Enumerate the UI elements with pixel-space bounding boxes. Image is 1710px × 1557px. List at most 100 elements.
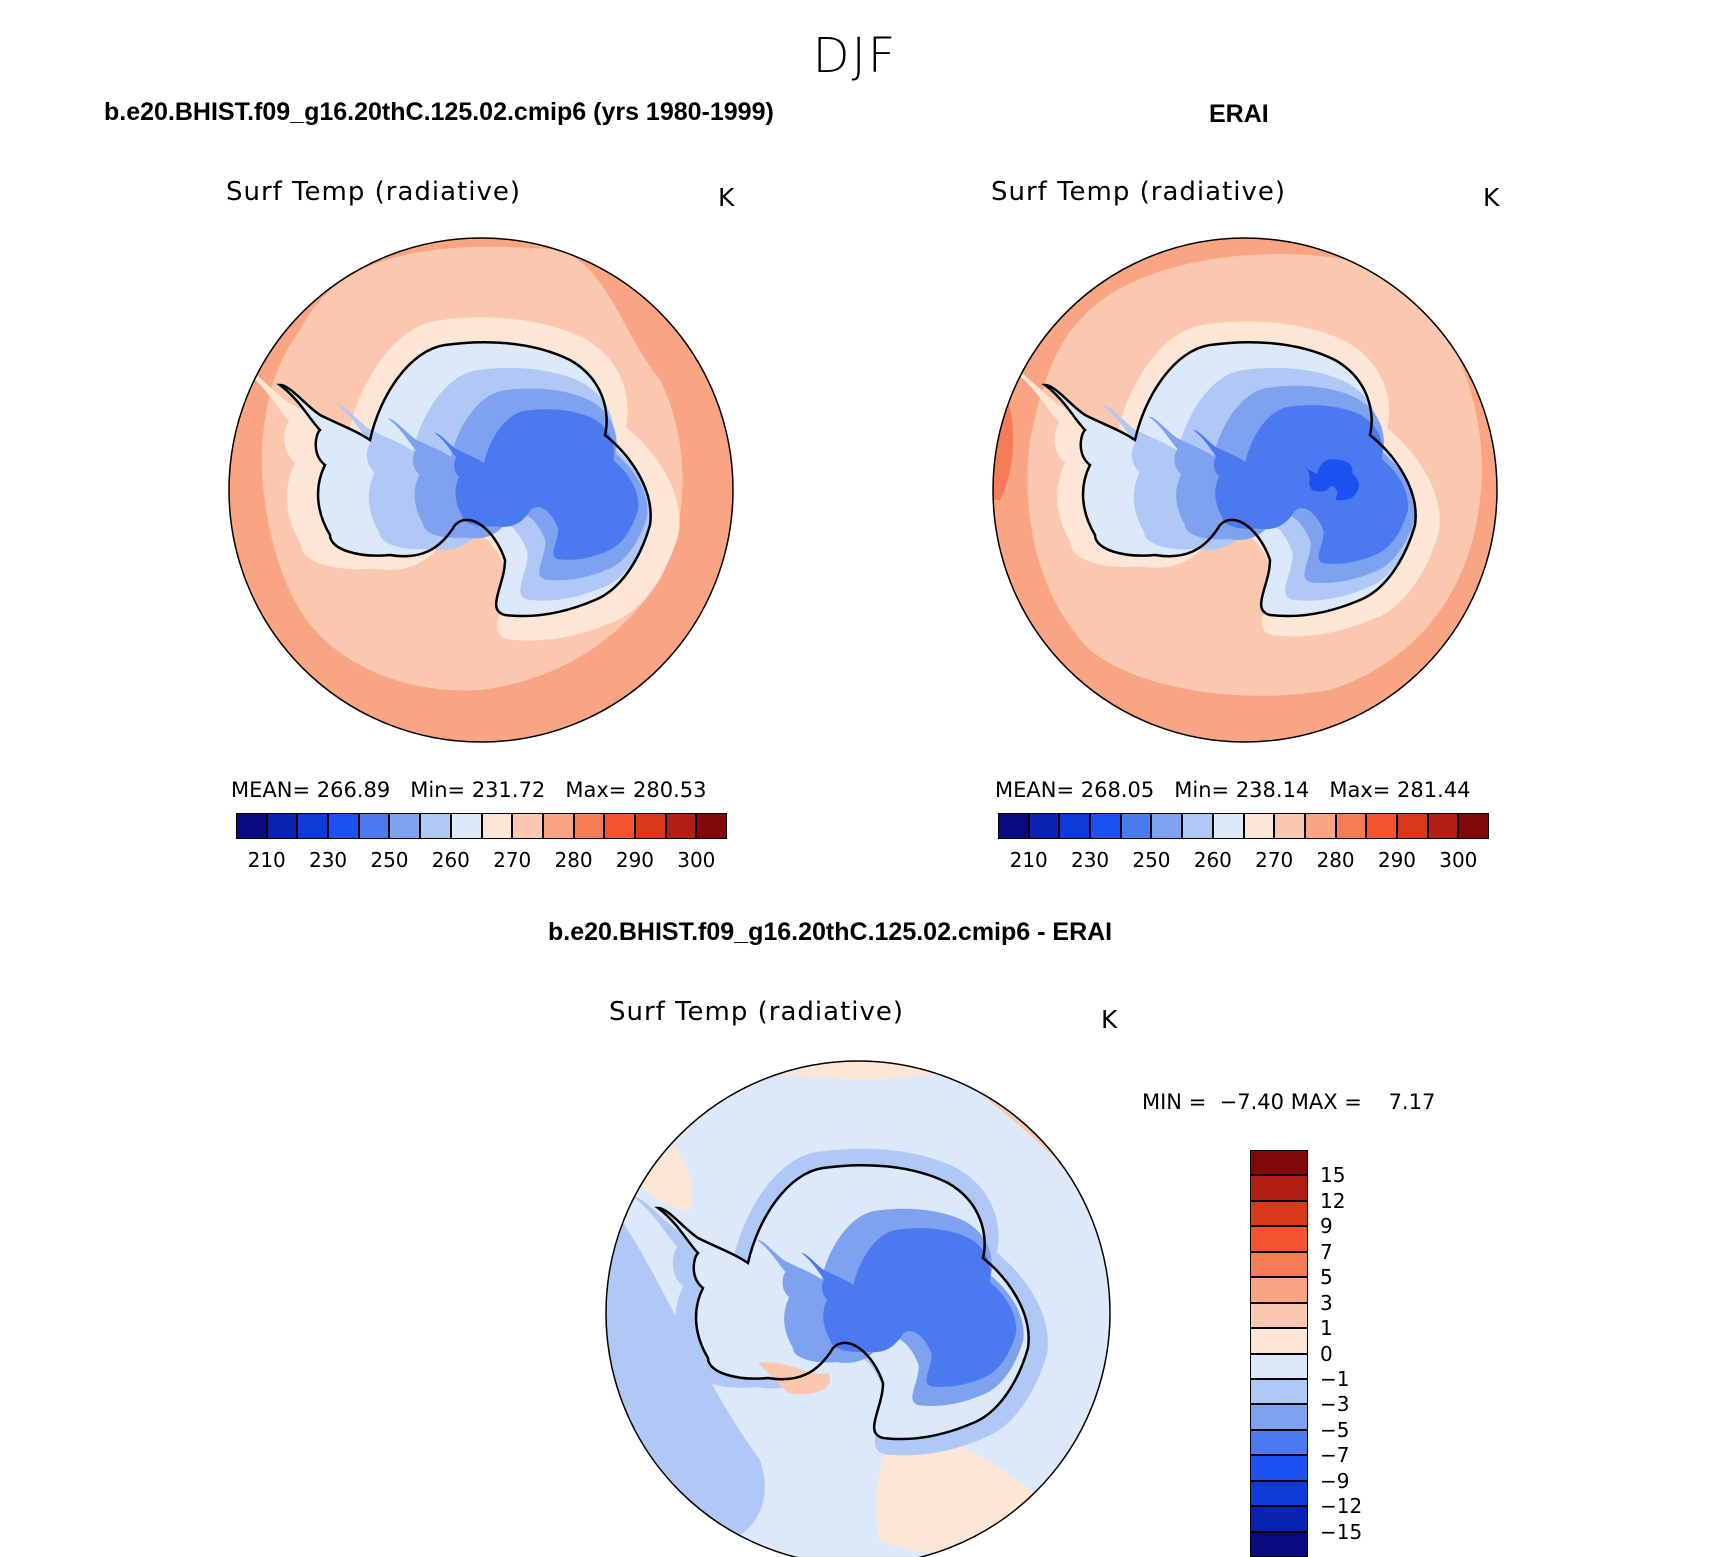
colorbar-panel-3-swatch	[1250, 1328, 1308, 1354]
colorbar-panel-2-swatch	[1120, 813, 1152, 839]
colorbar-panel-3-tick-label: −1	[1320, 1366, 1350, 1391]
colorbar-panel-1-swatch	[450, 813, 482, 839]
colorbar-panel-2	[998, 813, 1489, 839]
colorbar-panel-3-tick-label: 1	[1320, 1316, 1333, 1341]
colorbar-panel-2-swatch	[1151, 813, 1183, 839]
colorbar-panel-3-swatch	[1250, 1175, 1308, 1201]
colorbar-panel-1-tick-label: 290	[615, 848, 655, 872]
colorbar-panel-2-ticks: 210 230 250 260 270 280 290 300	[998, 848, 1489, 874]
colorbar-panel-2-tick-label: 230	[1070, 848, 1110, 872]
colorbar-panel-1-swatch	[297, 813, 329, 839]
colorbar-panel-3-tick-label: −3	[1320, 1392, 1350, 1417]
colorbar-panel-2-swatch	[1090, 813, 1121, 839]
colorbar-panel-3-tick-label: 15	[1320, 1163, 1346, 1188]
colorbar-panel-3-swatch	[1250, 1200, 1308, 1227]
colorbar-panel-3-swatch	[1250, 1251, 1308, 1278]
colorbar-panel-3-swatch	[1250, 1277, 1308, 1303]
panel-1-variable: Surf Temp (radiative)	[226, 177, 522, 207]
colorbar-panel-2-swatch	[1243, 813, 1275, 839]
panel-3-map	[605, 1060, 1111, 1557]
colorbar-panel-3-swatch	[1250, 1429, 1308, 1456]
panel-2-map	[992, 237, 1498, 743]
colorbar-panel-1-ticks: 210 230 250 260 270 280 290 300	[236, 848, 727, 874]
colorbar-panel-3-swatch	[1250, 1480, 1308, 1507]
colorbar-panel-2-tick-label: 250	[1132, 848, 1171, 872]
panel-3-stats: MIN = −7.40 MAX = 7.17	[1142, 1090, 1436, 1114]
colorbar-panel-3-swatch	[1250, 1150, 1308, 1176]
colorbar-panel-2-tick-label: 210	[1009, 848, 1048, 872]
colorbar-panel-3-tick-label: 7	[1320, 1239, 1333, 1264]
colorbar-panel-2-swatch	[1304, 813, 1336, 839]
colorbar-panel-3-swatch	[1250, 1531, 1308, 1557]
colorbar-panel-2-swatch	[1059, 813, 1091, 839]
colorbar-panel-2-swatch	[1212, 813, 1244, 839]
colorbar-panel-3-tick-label: −5	[1320, 1417, 1350, 1442]
colorbar-panel-1-swatch	[328, 813, 359, 839]
colorbar-panel-3-tick-label: −9	[1320, 1468, 1350, 1493]
colorbar-panel-2-tick-label: 300	[1439, 848, 1478, 872]
colorbar-panel-3-tick-label: 9	[1320, 1214, 1333, 1239]
panel-2-units: K	[1483, 183, 1500, 212]
colorbar-panel-2-swatch	[1366, 813, 1397, 839]
colorbar-panel-3-tick-label: −7	[1320, 1443, 1350, 1468]
colorbar-panel-2-swatch	[1458, 813, 1489, 839]
colorbar-panel-3-swatch	[1250, 1226, 1308, 1252]
colorbar-panel-2-swatch	[1028, 813, 1060, 839]
colorbar-panel-1-tick-label: 250	[370, 848, 409, 872]
colorbar-panel-3-ticks: 15 12 9 7 5 3 1 0 −1 −3 −5 −7 −9 −12 −15	[1316, 1150, 1376, 1557]
colorbar-panel-2-swatch	[1335, 813, 1367, 839]
colorbar-panel-2-tick-label: 270	[1255, 848, 1294, 872]
colorbar-panel-3-tick-label: −12	[1320, 1494, 1363, 1519]
colorbar-panel-1-swatch	[358, 813, 390, 839]
colorbar-panel-1-swatch	[634, 813, 666, 839]
colorbar-panel-1-swatch	[573, 813, 605, 839]
colorbar-panel-1-swatch	[512, 813, 543, 839]
panel-3-antarctica	[632, 1148, 1048, 1456]
colorbar-panel-3-tick-label: −15	[1320, 1519, 1363, 1544]
colorbar-panel-2-swatch	[1396, 813, 1428, 839]
colorbar-panel-1-tick-label: 300	[677, 848, 716, 872]
panel-1-map	[228, 237, 734, 743]
panel-3-title: b.e20.BHIST.f09_g16.20thC.125.02.cmip6 -…	[548, 918, 1113, 946]
colorbar-panel-3-tick-label: 3	[1320, 1290, 1333, 1315]
colorbar-panel-1	[236, 813, 727, 839]
colorbar-panel-1-swatch	[266, 813, 298, 839]
colorbar-panel-3-swatch	[1250, 1404, 1308, 1430]
colorbar-panel-2-swatch	[1274, 813, 1305, 839]
colorbar-panel-2-swatch	[1182, 813, 1213, 839]
colorbar-panel-3-swatch	[1250, 1302, 1308, 1329]
colorbar-panel-1-swatch	[696, 813, 727, 839]
colorbar-panel-1-tick-label: 270	[493, 848, 532, 872]
colorbar-panel-2-tick-label: 260	[1193, 848, 1232, 872]
figure-title: DJF	[812, 28, 898, 84]
colorbar-panel-3-swatch	[1250, 1353, 1308, 1379]
panel-1-stats: MEAN= 266.89 Min= 231.72 Max= 280.53	[231, 778, 707, 802]
colorbar-panel-2-swatch	[998, 813, 1029, 839]
colorbar-panel-1-tick-label: 280	[554, 848, 593, 872]
colorbar-panel-3-tick-label: 12	[1320, 1188, 1346, 1213]
panel-3-units: K	[1101, 1005, 1118, 1034]
colorbar-panel-2-tick-label: 280	[1316, 848, 1355, 872]
panel-1-title: b.e20.BHIST.f09_g16.20thC.125.02.cmip6 (…	[104, 98, 774, 126]
colorbar-panel-3-swatch	[1250, 1378, 1308, 1405]
colorbar-panel-3	[1250, 1150, 1308, 1557]
colorbar-panel-1-swatch	[665, 813, 697, 839]
colorbar-panel-1-swatch	[389, 813, 421, 839]
colorbar-panel-1-swatch	[236, 813, 267, 839]
colorbar-panel-1-tick-label: 230	[308, 848, 348, 872]
colorbar-panel-1-swatch	[481, 813, 513, 839]
colorbar-panel-3-swatch	[1250, 1506, 1308, 1532]
colorbar-panel-1-tick-label: 260	[431, 848, 470, 872]
colorbar-panel-2-swatch	[1427, 813, 1459, 839]
colorbar-panel-1-swatch	[542, 813, 574, 839]
panel-2-title: ERAI	[1209, 100, 1269, 128]
colorbar-panel-1-swatch	[420, 813, 451, 839]
colorbar-panel-3-tick-label: 5	[1320, 1265, 1333, 1290]
panel-2-variable: Surf Temp (radiative)	[991, 177, 1287, 207]
colorbar-panel-3-tick-label: 0	[1320, 1341, 1333, 1366]
colorbar-panel-1-swatch	[604, 813, 635, 839]
colorbar-panel-2-tick-label: 290	[1377, 848, 1417, 872]
panel-2-stats: MEAN= 268.05 Min= 238.14 Max= 281.44	[995, 778, 1471, 802]
colorbar-panel-1-tick-label: 210	[247, 848, 286, 872]
panel-1-units: K	[718, 183, 735, 212]
